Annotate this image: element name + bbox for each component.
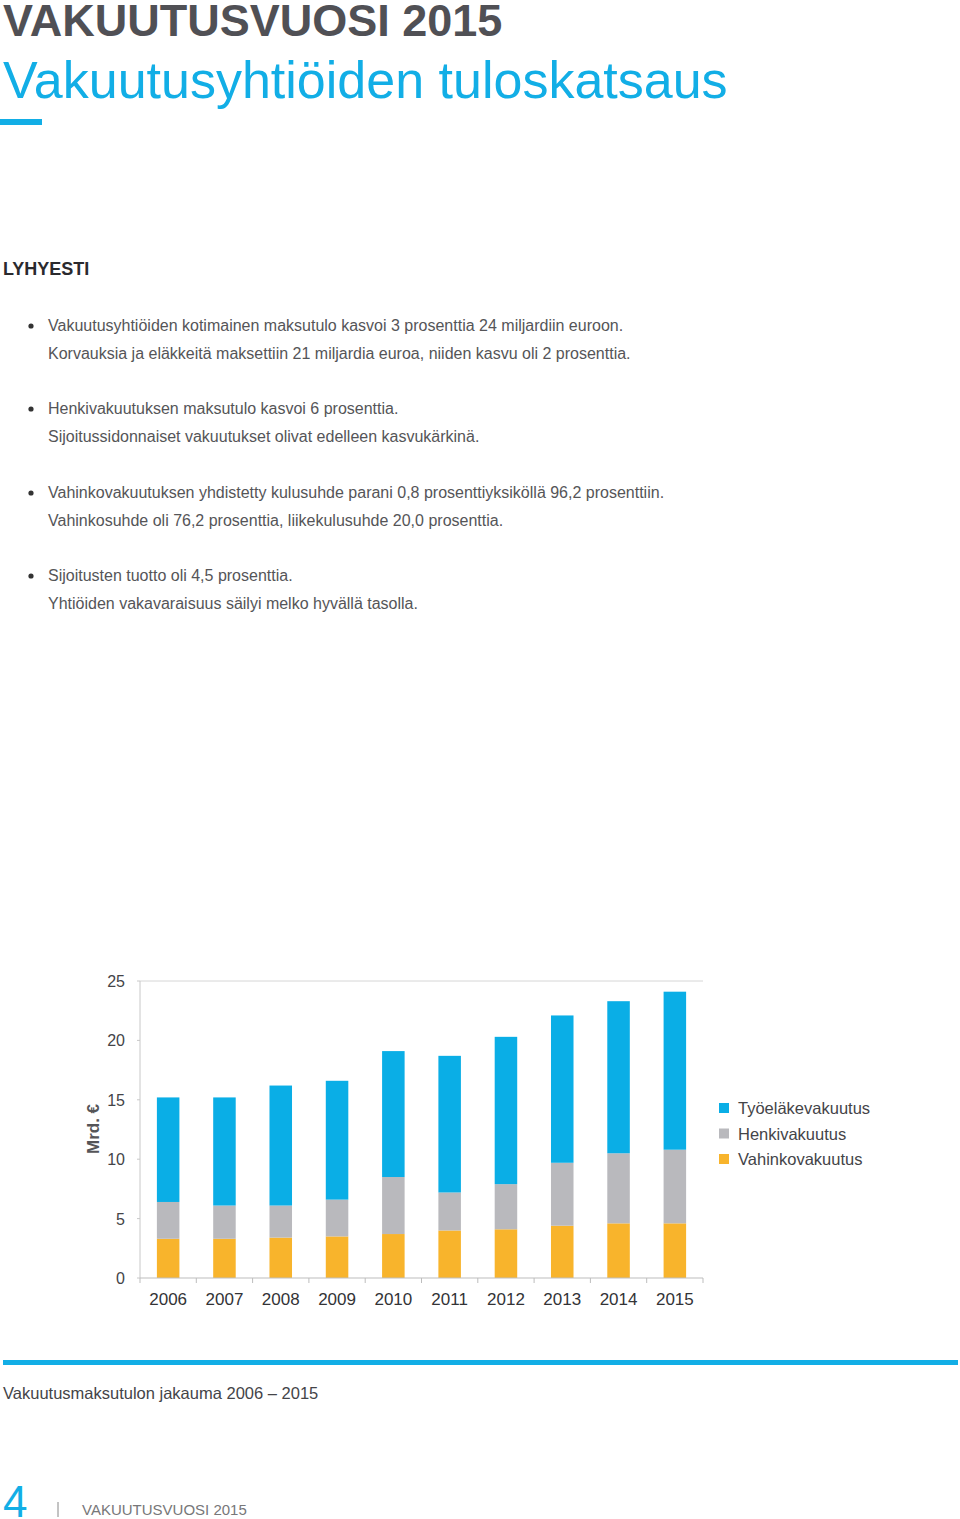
legend-swatch [719, 1154, 729, 1164]
y-tick [137, 981, 140, 982]
summary-line: Sijoitusten tuotto oli 4,5 prosenttia. [48, 567, 293, 584]
y-tick [137, 1099, 140, 1100]
x-tick [421, 1278, 422, 1283]
divider [3, 1360, 958, 1365]
bar-segment [326, 1081, 349, 1200]
legend-label: Henkivakuutus [738, 1125, 846, 1143]
x-tick [703, 1278, 704, 1283]
bars [157, 992, 686, 1278]
y-tick-label: 0 [116, 1270, 125, 1287]
x-tick [140, 1278, 141, 1283]
x-tick [252, 1278, 253, 1283]
x-tick-label: 2014 [600, 1290, 638, 1309]
bar-segment [607, 1223, 630, 1278]
bar-segment [269, 1238, 292, 1278]
bar-segment [382, 1177, 405, 1234]
bar-segment [382, 1051, 405, 1177]
x-tick [646, 1278, 647, 1283]
summary-line: Korvauksia ja eläkkeitä maksettiin 21 mi… [48, 345, 631, 362]
footer-text: VAKUUTUSVUOSI 2015 [82, 1501, 247, 1518]
legend-swatch [719, 1103, 729, 1113]
x-tick [365, 1278, 366, 1283]
legend-label: Vahinkovakuutus [738, 1150, 862, 1168]
x-tick-label: 2008 [262, 1290, 300, 1309]
bar-segment [382, 1234, 405, 1278]
bar-segment [438, 1056, 461, 1193]
page: VAKUUTUSVUOSI 2015 Vakuutusyhtiöiden tulo… [0, 0, 960, 1519]
y-tick [137, 1159, 140, 1160]
bullet [28, 573, 33, 578]
bar-segment [495, 1184, 518, 1229]
y-tick-label: 20 [107, 1032, 125, 1049]
bar-segment [157, 1202, 180, 1239]
y-axis-line [140, 981, 141, 1278]
y-tick-label: 5 [116, 1211, 125, 1228]
y-tick [137, 1040, 140, 1041]
x-tick-label: 2015 [656, 1290, 694, 1309]
bar-segment [213, 1097, 236, 1205]
bar-segment [551, 1163, 574, 1226]
chart-caption: Vakuutusmaksutulon jakauma 2006 – 2015 [3, 1384, 318, 1402]
bar-segment [213, 1206, 236, 1239]
bullet [28, 406, 33, 411]
bar-segment [551, 1226, 574, 1278]
y-tick [137, 1218, 140, 1219]
summary-line: Henkivakuutuksen maksutulo kasvoi 6 pros… [48, 400, 398, 417]
page-title: VAKUUTUSVUOSI 2015 [3, 0, 502, 46]
bar-segment [495, 1037, 518, 1184]
bar-segment [495, 1229, 518, 1278]
summary-line: Sijoitussidonnaiset vakuutukset olivat e… [48, 428, 479, 445]
x-tick [477, 1278, 478, 1283]
bar-segment [664, 992, 687, 1150]
bar-segment [157, 1097, 180, 1202]
frame-top [140, 981, 703, 982]
bar-segment [664, 1223, 687, 1278]
y-tick-label: 25 [107, 973, 125, 990]
bar-segment [607, 1153, 630, 1223]
summary-heading: LYHYESTI [3, 259, 89, 279]
x-tick-label: 2010 [374, 1290, 412, 1309]
x-tick-label: 2012 [487, 1290, 525, 1309]
bar-segment [438, 1230, 461, 1278]
y-axis-label: Mrd. € [84, 1103, 103, 1154]
bar-segment [326, 1236, 349, 1278]
bar-segment [438, 1192, 461, 1230]
x-tick [196, 1278, 197, 1283]
legend-swatch [719, 1129, 729, 1139]
page-subtitle: Vakuutusyhtiöiden tuloskatsaus [3, 51, 728, 109]
legend-label: Työeläkevakuutus [738, 1099, 870, 1117]
y-tick-label: 15 [107, 1092, 125, 1109]
x-tick-label: 2007 [206, 1290, 244, 1309]
bullet [28, 323, 33, 328]
summary-line: Vahinkovakuutuksen yhdistetty kulusuhde … [48, 484, 664, 501]
bar-segment [551, 1015, 574, 1162]
summary-line: Vahinkosuhde oli 76,2 prosenttia, liikek… [48, 512, 503, 529]
x-tick [534, 1278, 535, 1283]
bar-segment [269, 1206, 292, 1238]
legend: Työeläkevakuutus Henkivakuutus Vahinkovaku… [719, 1099, 870, 1168]
x-tick-label: 2011 [431, 1290, 468, 1309]
bullet [28, 490, 33, 495]
bar-segment [157, 1239, 180, 1278]
x-tick [590, 1278, 591, 1283]
bar-segment [213, 1239, 236, 1278]
x-tick-label: 2009 [318, 1290, 356, 1309]
x-tick-label: 2013 [543, 1290, 581, 1309]
x-tick-label: 2006 [149, 1290, 187, 1309]
y-tick-label: 10 [107, 1151, 125, 1168]
x-tick [308, 1278, 309, 1283]
bar-segment [326, 1200, 349, 1237]
page-number: 4 [3, 1477, 27, 1519]
chart: 0 5 10 15 20 25 Mrd. € 2006 2007 2008 2009 2010 2011… [84, 973, 870, 1309]
summary-line: Vakuutusyhtiöiden kotimainen maksutulo k… [48, 317, 623, 334]
bar-segment [269, 1086, 292, 1206]
bar-segment [607, 1001, 630, 1153]
bar-segment [664, 1150, 687, 1224]
footer-separator [58, 1502, 59, 1517]
summary-line: Yhtiöiden vakavaraisuus säilyi melko hyv… [48, 595, 418, 612]
accent-bar [0, 119, 42, 125]
